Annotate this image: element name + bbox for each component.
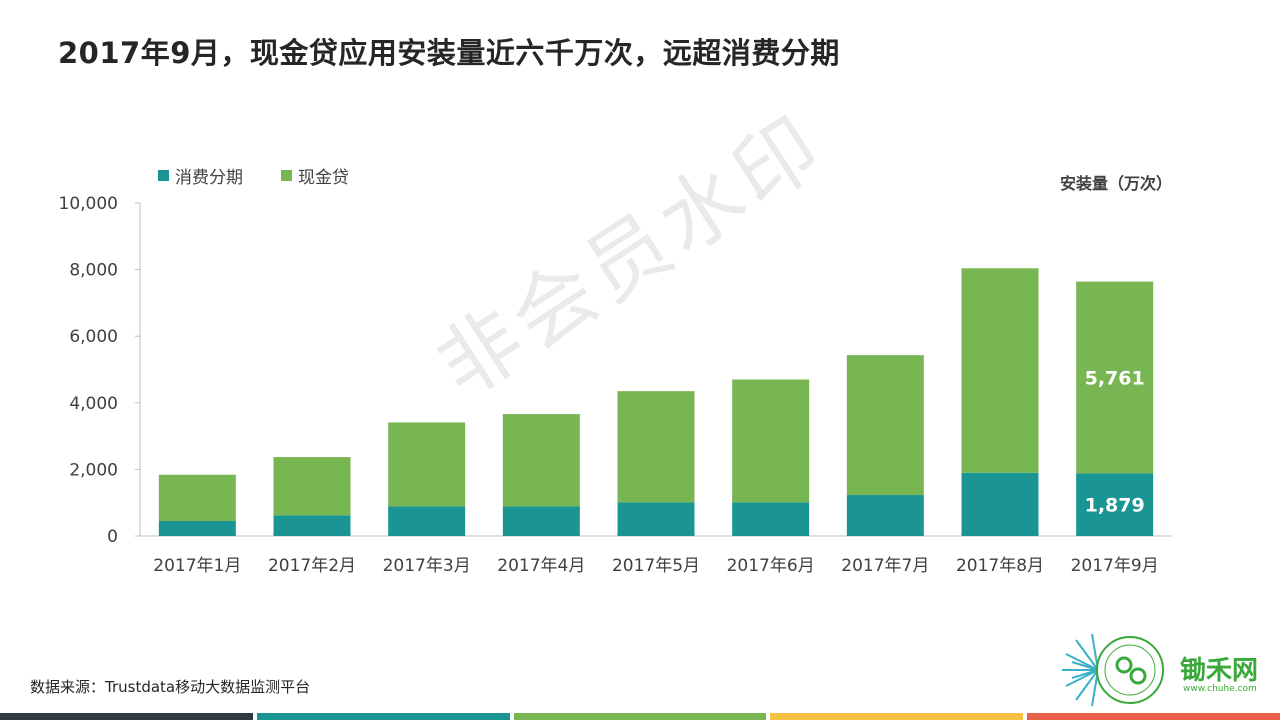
bar-installment <box>617 502 695 536</box>
x-tick-label: 2017年1月 <box>153 556 241 576</box>
data-label: 1,879 <box>1085 495 1145 517</box>
bar-cash-loan <box>846 355 924 496</box>
bar-installment <box>273 515 351 536</box>
x-tick-label: 2017年4月 <box>497 556 585 576</box>
footer-bar-2 <box>256 713 510 720</box>
x-tick-label: 2017年5月 <box>612 556 700 576</box>
legend-item-installment: 消费分期 <box>158 163 243 188</box>
bar-installment <box>388 506 466 536</box>
y-axis-unit-label: 安装量（万次） <box>1059 174 1172 193</box>
legend-swatch-installment <box>158 170 169 181</box>
bar-installment <box>1076 473 1154 536</box>
bar-installment <box>846 495 924 536</box>
x-tick-label: 2017年7月 <box>841 556 929 576</box>
logo-url: www.chuhe.com <box>1183 684 1257 694</box>
y-tick-label: 2,000 <box>69 460 118 480</box>
y-tick-label: 6,000 <box>69 327 118 347</box>
legend-swatch-cash-loan <box>281 170 292 181</box>
y-tick-label: 0 <box>107 527 118 547</box>
bar-cash-loan <box>273 457 351 516</box>
data-label: 5,761 <box>1085 368 1145 390</box>
y-tick-label: 8,000 <box>69 261 118 281</box>
chart-legend: 消费分期 现金贷 <box>158 163 349 188</box>
bar-cash-loan <box>961 268 1039 473</box>
footer-color-bars <box>0 713 1280 720</box>
x-tick-label: 2017年9月 <box>1071 556 1159 576</box>
chuhe-logo-icon <box>1062 633 1164 707</box>
logo-name: 锄禾网 <box>1180 656 1259 686</box>
footer-bar-1 <box>0 713 253 720</box>
bar-cash-loan <box>732 379 810 503</box>
bar-cash-loan <box>1076 281 1154 474</box>
legend-item-cash-loan: 现金贷 <box>281 163 349 188</box>
bar-installment <box>732 502 810 536</box>
bar-cash-loan <box>158 474 236 522</box>
y-tick-label: 10,000 <box>59 194 118 214</box>
footer-bar-4 <box>770 713 1024 720</box>
x-tick-label: 2017年6月 <box>727 556 815 576</box>
bar-cash-loan <box>502 414 580 507</box>
legend-label-installment: 消费分期 <box>175 168 243 188</box>
x-tick-label: 2017年2月 <box>268 556 356 576</box>
page-title: 2017年9月，现金贷应用安装量近六千万次，远超消费分期 <box>58 36 840 70</box>
bar-cash-loan <box>388 422 466 507</box>
footer-bar-5 <box>1027 713 1280 720</box>
legend-label-cash-loan: 现金贷 <box>298 168 349 188</box>
x-tick-label: 2017年3月 <box>383 556 471 576</box>
y-tick-label: 4,000 <box>69 394 118 414</box>
bar-cash-loan <box>617 391 695 503</box>
bar-installment <box>502 506 580 536</box>
bar-installment <box>158 521 236 536</box>
footer-bar-3 <box>513 713 767 720</box>
x-tick-label: 2017年8月 <box>956 556 1044 576</box>
data-source: 数据来源：Trustdata移动大数据监测平台 <box>30 678 311 696</box>
bar-installment <box>961 472 1039 536</box>
